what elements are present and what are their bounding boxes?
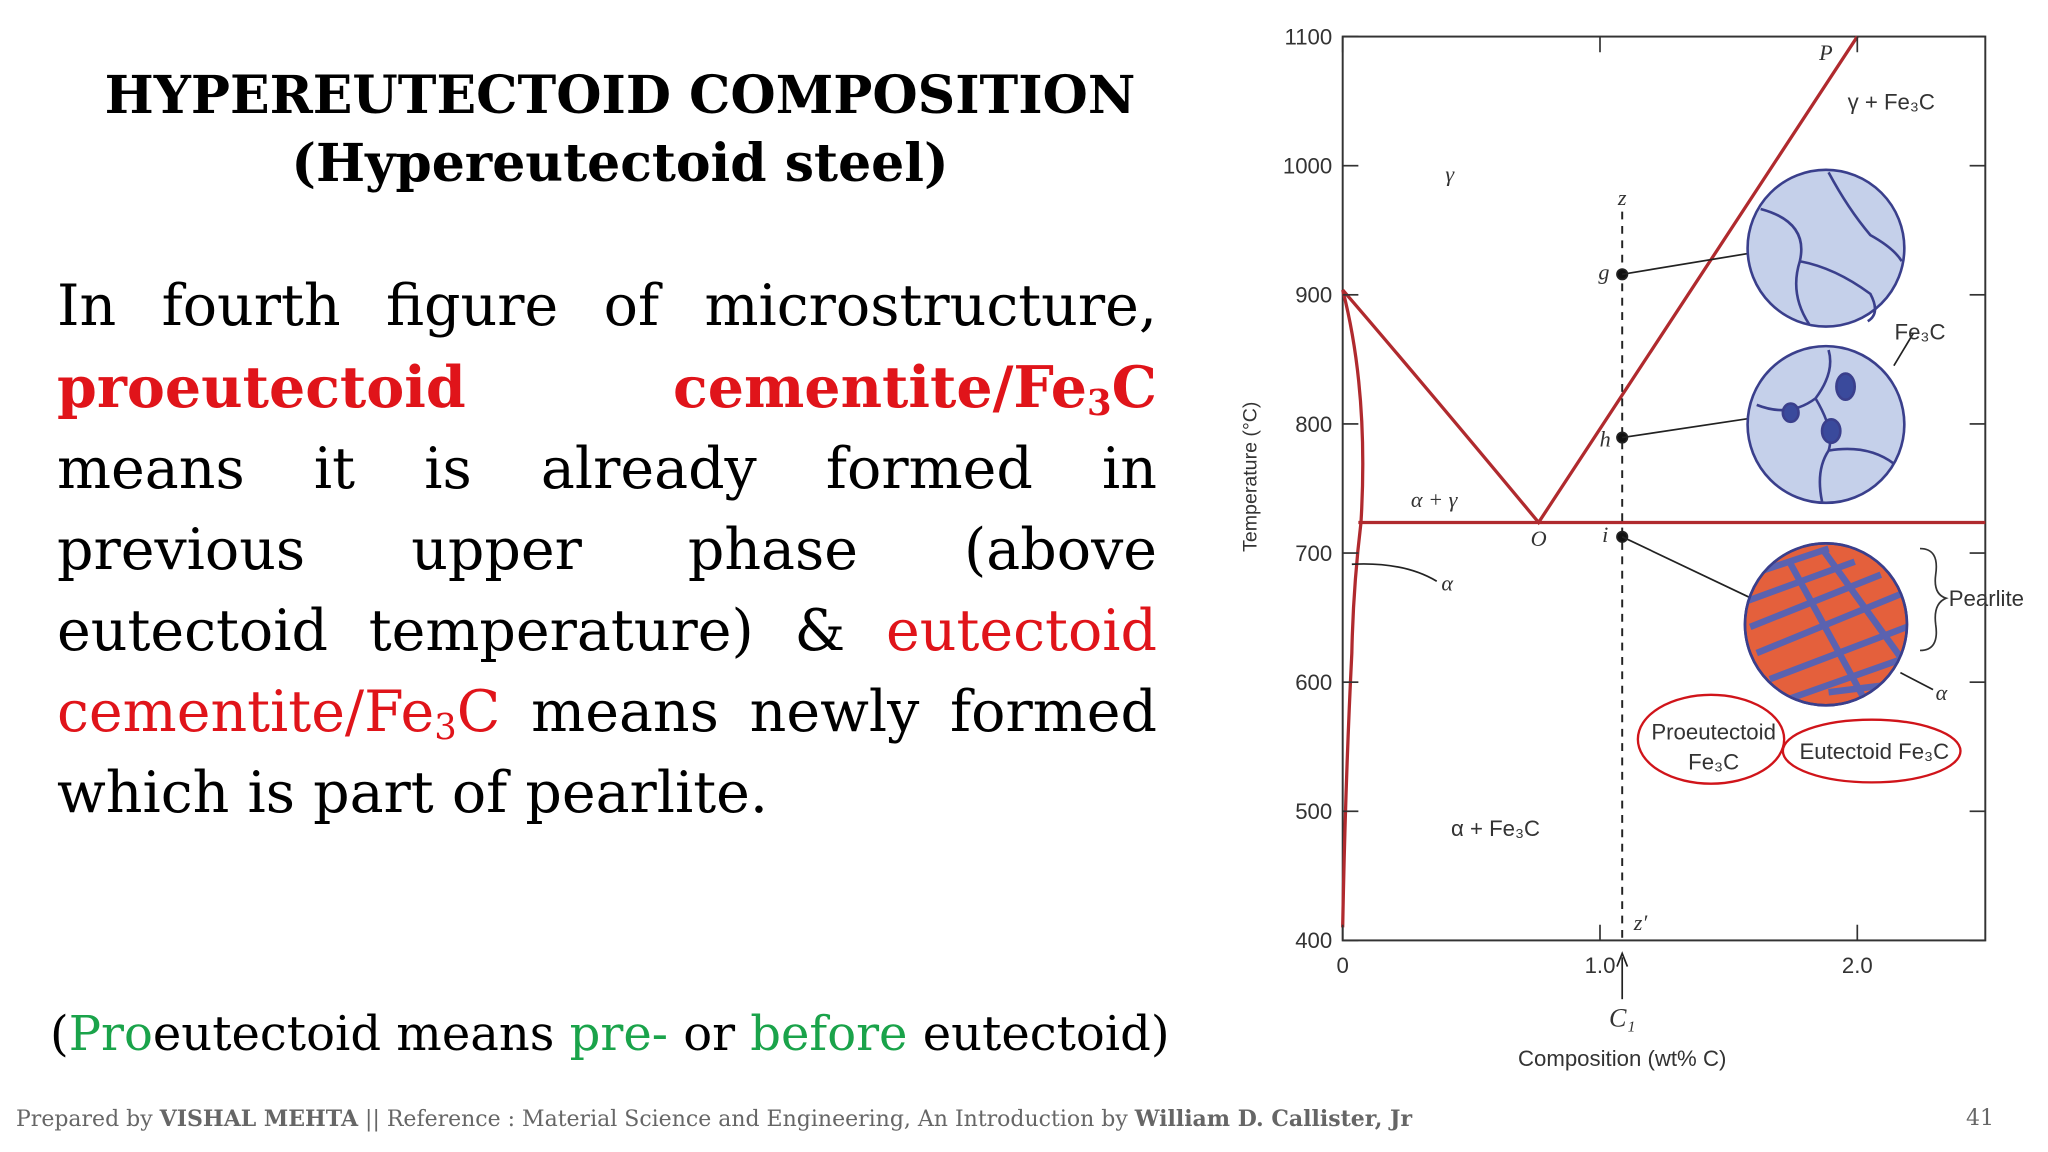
- text: or: [667, 1006, 751, 1062]
- connectors: [1351, 251, 1934, 1000]
- point-label: i: [1602, 522, 1608, 547]
- highlight: proeutectoid cementite/Fe3C: [57, 354, 1157, 421]
- text: means it is already formed in previous u…: [57, 436, 1157, 664]
- x-tick-label: 1.0: [1585, 953, 1616, 978]
- page-number: 41: [1966, 1106, 1994, 1131]
- point-label: z′: [1633, 910, 1649, 935]
- point-labels: P O g h i z z′: [1531, 40, 1833, 935]
- text: C: [1111, 354, 1157, 421]
- callout: Fe₃C: [1688, 749, 1739, 774]
- microstructure: [1743, 168, 1909, 707]
- text: In fourth figure of microstructure,: [57, 273, 1157, 339]
- text: means newly formed which is part of pear…: [57, 679, 1157, 826]
- phase-boundary: [1341, 35, 1859, 526]
- text: before: [750, 1006, 908, 1062]
- reference-author: William D. Callister, Jr: [1134, 1106, 1413, 1132]
- region-label: γ + Fe₃C: [1848, 90, 1935, 115]
- alpha-boundary: [1341, 289, 1365, 928]
- highlight: eutectoid cementite/Fe3C: [57, 598, 1157, 745]
- y-tick-label: 500: [1295, 799, 1332, 824]
- text: proeutectoid cementite/Fe: [57, 354, 1088, 421]
- callout: Pearlite: [1949, 586, 2024, 611]
- callout: Fe₃C: [1895, 320, 1946, 345]
- text: Pro: [68, 1006, 153, 1062]
- body-text: In fourth figure of microstructure, proe…: [57, 266, 1157, 834]
- region-label: γ: [1445, 162, 1455, 187]
- highlight-ellipses: [1636, 693, 1962, 785]
- y-tick-label: 600: [1295, 670, 1332, 695]
- region-label: α: [1441, 570, 1454, 595]
- point-label: z: [1617, 185, 1627, 210]
- text: || Reference : Material Science and Engi…: [358, 1107, 1135, 1132]
- point-label: g: [1598, 260, 1609, 285]
- subscript: 3: [434, 706, 457, 748]
- y-tick-label: 700: [1295, 541, 1332, 566]
- author: VISHAL MEHTA: [159, 1106, 359, 1132]
- x-axis-label: Composition (wt% C): [1518, 1046, 1726, 1071]
- point-label: O: [1531, 526, 1547, 551]
- x-tick-label: 0: [1337, 953, 1349, 978]
- note: (Proeutectoid means pre- or before eutec…: [50, 1003, 1170, 1065]
- callout: Eutectoid Fe₃C: [1799, 739, 1949, 764]
- y-tick-label: 1100: [1285, 24, 1333, 49]
- y-axis-label: Temperature (°C): [1239, 402, 1261, 552]
- point-label: P: [1818, 40, 1833, 65]
- text: eutectoid means: [152, 1006, 570, 1062]
- text: pre-: [569, 1006, 668, 1062]
- plot-frame: [1341, 35, 1987, 942]
- text: eutectoid cementite/Fe: [57, 598, 1157, 745]
- callout: Proeutectoid: [1651, 719, 1776, 744]
- region-label: α + γ: [1411, 487, 1459, 512]
- title-line: HYPEREUTECTOID COMPOSITION: [104, 65, 1136, 126]
- title-line: (Hypereutectoid steel): [291, 133, 949, 194]
- text: C: [456, 679, 501, 745]
- x-tick-label: 2.0: [1842, 953, 1873, 978]
- footer: Prepared by VISHAL MEHTA || Reference : …: [16, 1106, 1412, 1132]
- y-tick-label: 1000: [1283, 154, 1332, 179]
- subscript: 3: [1087, 382, 1112, 424]
- composition-marker: C₁: [1609, 1004, 1635, 1033]
- y-tick-label: 800: [1295, 412, 1332, 437]
- text: Prepared by: [16, 1107, 160, 1132]
- brace: [1919, 547, 1949, 652]
- title: HYPEREUTECTOID COMPOSITION (Hypereutecto…: [60, 62, 1180, 198]
- region-label: α + Fe₃C: [1451, 816, 1540, 841]
- text: (: [50, 1006, 69, 1062]
- y-tick-label: 400: [1295, 928, 1332, 953]
- text: eutectoid): [907, 1006, 1170, 1062]
- callout: α: [1936, 680, 1949, 705]
- y-tick-label: 900: [1295, 283, 1332, 308]
- point-label: h: [1600, 427, 1611, 452]
